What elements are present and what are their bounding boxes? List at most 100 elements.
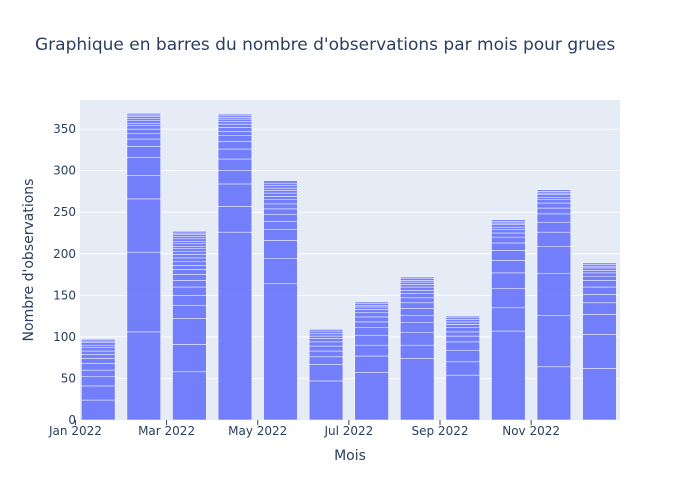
bar-segment — [491, 272, 526, 289]
bar-segment — [217, 170, 253, 185]
bar-segment — [263, 214, 298, 222]
bar-2022-04 — [217, 113, 253, 421]
bar-2022-10 — [491, 219, 526, 421]
bar-segment — [217, 148, 253, 160]
y-tick-label: 250 — [53, 205, 76, 219]
bar-segment — [582, 270, 617, 274]
bar-segment — [491, 330, 526, 421]
bar-segment — [308, 330, 344, 334]
bar-segment — [126, 251, 161, 333]
bar-segment — [81, 385, 116, 401]
bar-segment — [263, 258, 298, 284]
bar-segment — [400, 276, 435, 279]
bar-segment — [172, 246, 207, 250]
bar-segment — [217, 127, 253, 132]
bar-segment — [491, 307, 526, 332]
bar-segment — [263, 180, 298, 184]
bar-segment — [217, 118, 253, 122]
bar-segment — [354, 344, 389, 357]
bar-segment — [308, 350, 344, 358]
bar-2022-01 — [81, 339, 116, 421]
bar-segment — [263, 283, 298, 421]
bar-segment — [536, 273, 572, 316]
bar-segment — [217, 135, 253, 142]
bar-segment — [354, 321, 389, 328]
bar-segment — [308, 341, 344, 347]
bar-2022-06 — [308, 329, 344, 421]
y-tick-label: 150 — [53, 288, 76, 302]
x-tick-label: Jul 2022 — [323, 424, 373, 438]
bar-segment — [536, 196, 572, 200]
bar-segment — [263, 240, 298, 260]
bar-segment — [536, 199, 572, 204]
bar-segment — [536, 202, 572, 209]
bar-segment — [400, 290, 435, 294]
y-tick-label: 200 — [53, 247, 76, 261]
bar-segment — [217, 206, 253, 233]
bar-segment — [491, 236, 526, 244]
bar-segment — [172, 274, 207, 281]
bar-segment — [81, 339, 116, 342]
x-tick-label: Mar 2022 — [138, 424, 195, 438]
bar-segment — [263, 196, 298, 200]
bar-segment — [536, 189, 572, 192]
y-tick-label: 300 — [53, 164, 76, 178]
bar-segment — [172, 260, 207, 266]
bar-2022-12 — [582, 262, 617, 421]
y-tick-label: 0 — [68, 413, 76, 427]
bar-segment — [172, 280, 207, 288]
bar-segment — [400, 284, 435, 288]
bar-segment — [263, 229, 298, 241]
bars — [81, 113, 617, 421]
bar-segment — [445, 331, 480, 337]
bar-segment — [582, 267, 617, 271]
bar-segment — [445, 361, 480, 376]
bar-segment — [172, 231, 207, 234]
x-tick-label: May 2022 — [228, 424, 287, 438]
bar-segment — [536, 366, 572, 421]
bar-segment — [263, 203, 298, 210]
bar-segment — [308, 329, 344, 332]
bar-segment — [217, 158, 253, 171]
bar-segment — [81, 358, 116, 364]
bar-2022-05 — [263, 180, 298, 421]
bar-segment — [172, 344, 207, 373]
bar-segment — [354, 301, 389, 304]
gridlines — [80, 128, 620, 379]
bar-segment — [445, 315, 480, 319]
bar-segment — [445, 327, 480, 333]
bar-segment — [172, 286, 207, 296]
x-axis-ticks: Jan 2022 Mar 2022 May 2022 Jul 2022 Sep 2022… — [48, 420, 560, 438]
bar-segment — [308, 345, 344, 352]
bar-segment — [445, 341, 480, 351]
bar-segment — [217, 121, 253, 125]
bar-segment — [308, 333, 344, 337]
bar-2022-02 — [126, 113, 161, 421]
y-tick-label: 350 — [53, 122, 76, 136]
bar-segment — [308, 380, 344, 421]
bar-segment — [400, 281, 435, 285]
bar-segment — [491, 260, 526, 274]
bar-segment — [491, 250, 526, 261]
bar-segment — [400, 322, 435, 333]
bar-2022-07 — [354, 301, 389, 421]
bar-segment — [400, 308, 435, 316]
bar-segment — [263, 190, 298, 194]
bar-segment — [536, 221, 572, 233]
bar-segment — [536, 315, 572, 368]
bar-segment — [536, 231, 572, 247]
bar-segment — [354, 312, 389, 318]
bar-segment — [126, 123, 161, 127]
chart-title: Graphique en barres du nombre d'observat… — [35, 35, 615, 55]
bar-segment — [172, 318, 207, 345]
bar-segment — [308, 356, 344, 365]
bar-segment — [400, 297, 435, 304]
bar-segment — [445, 335, 480, 343]
bar-segment — [172, 371, 207, 421]
bar-segment — [172, 241, 207, 245]
bar-segment — [263, 208, 298, 215]
bar-segment — [126, 132, 161, 140]
bar-segment — [126, 157, 161, 176]
bar-segment — [582, 368, 617, 421]
bar-segment — [81, 369, 116, 378]
